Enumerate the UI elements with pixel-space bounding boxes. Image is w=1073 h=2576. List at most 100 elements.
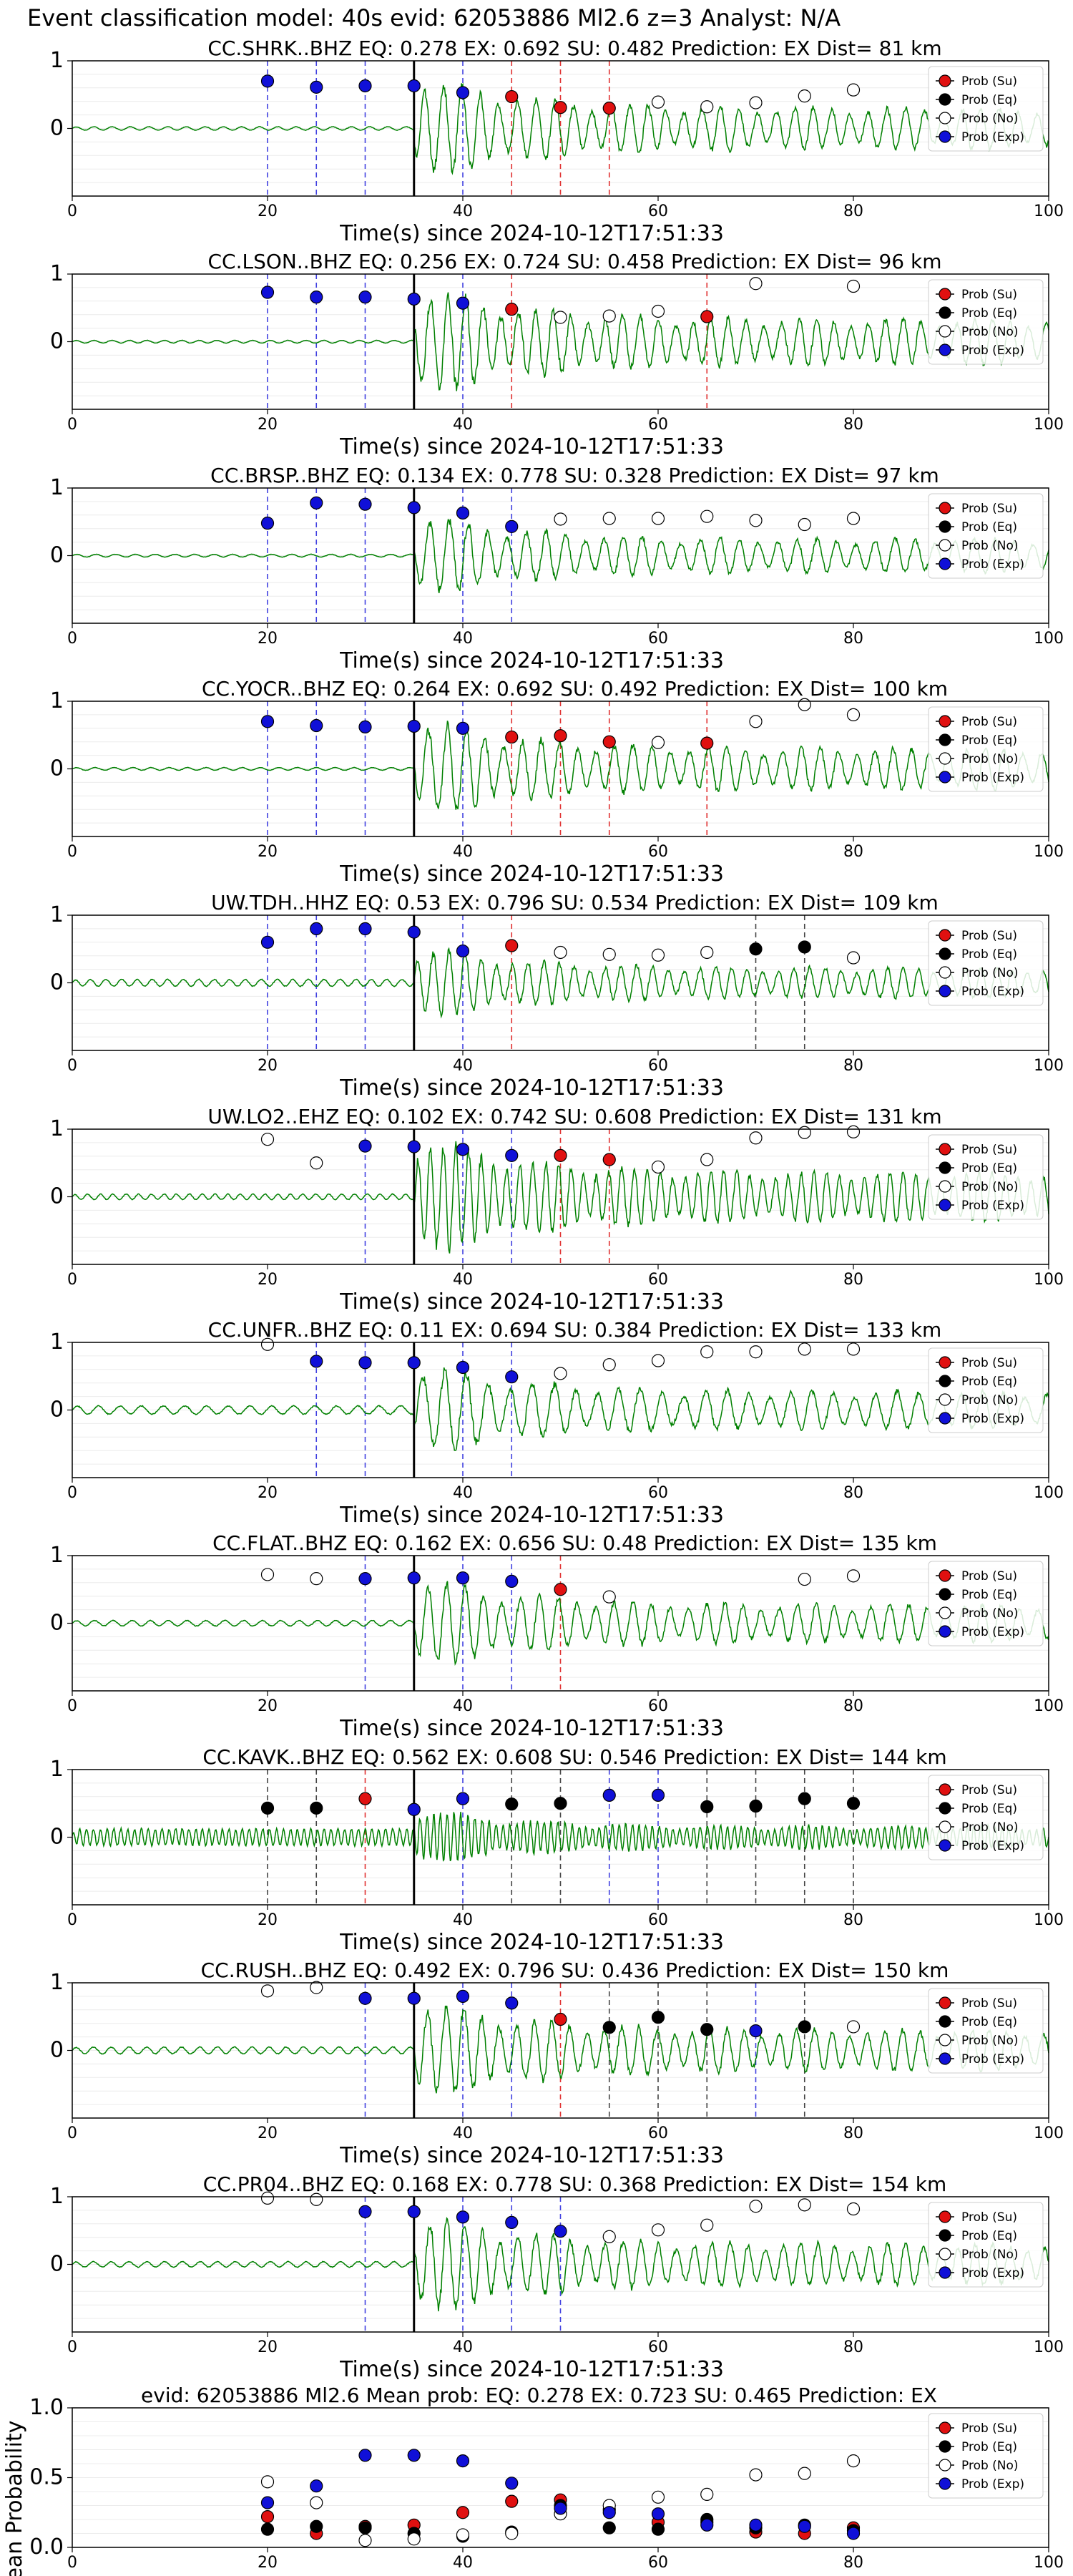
y-tick-label: 1.0: [29, 2395, 64, 2420]
legend-label: Prob (Exp): [961, 1199, 1024, 1213]
x-tick-label: 100: [1034, 630, 1064, 648]
prob-marker-no: [602, 2230, 616, 2243]
x-tick-label: 100: [1034, 2124, 1064, 2142]
prob-marker-no: [602, 1358, 616, 1372]
legend-label: Prob (Su): [961, 74, 1017, 89]
prob-marker-no: [798, 517, 811, 532]
y-tick-label: 1: [50, 261, 64, 286]
prob-marker-exp: [602, 1788, 616, 1802]
legend-label: Prob (No): [961, 1820, 1019, 1835]
legend-label: Prob (Su): [961, 929, 1017, 943]
prob-marker-no: [651, 512, 665, 525]
legend-label: Prob (No): [961, 2248, 1019, 2262]
prob-marker-no: [602, 1590, 616, 1604]
y-tick-label: 1: [50, 688, 64, 713]
prob-marker-su: [358, 1792, 372, 1805]
prob-marker-exp: [554, 2225, 567, 2238]
prob-marker-eq: [798, 2020, 811, 2034]
x-tick-label: 80: [843, 2554, 863, 2572]
legend-marker-exp: [939, 130, 951, 143]
seismogram-trace: [72, 1581, 1049, 1667]
y-axis-label: Mean Probability: [2, 2421, 27, 2576]
legend-marker-eq: [939, 520, 951, 533]
prob-marker-no: [798, 1572, 811, 1586]
prob-marker-su: [554, 101, 567, 114]
x-tick-label: 20: [258, 1911, 278, 1929]
legend-label: Prob (No): [961, 2459, 1019, 2473]
prob-marker-exp: [749, 2024, 763, 2038]
legend: [928, 279, 1044, 365]
prob-marker-exp: [505, 1574, 519, 1589]
prob-marker-no: [602, 309, 616, 323]
legend-label: Prob (No): [961, 539, 1019, 553]
x-tick-label: 0: [67, 630, 77, 648]
x-tick-label: 100: [1034, 1484, 1064, 1502]
legend: [928, 1988, 1044, 2074]
x-tick-label: 20: [258, 1271, 278, 1289]
x-axis-label: Time(s) since 2024-10-12T17:51:33: [339, 1503, 724, 1528]
legend: [928, 2202, 1044, 2288]
legend-marker-eq: [939, 2229, 951, 2242]
x-tick-label: 0: [67, 843, 77, 861]
prob-marker-no: [700, 1153, 714, 1166]
x-tick-label: 80: [843, 1057, 863, 1075]
x-tick-label: 60: [648, 2554, 668, 2572]
y-tick-label: 0: [50, 116, 64, 141]
prob-marker-exp: [407, 79, 421, 93]
legend-label: Prob (Exp): [961, 2052, 1024, 2067]
mean-prob-marker-no: [310, 2496, 323, 2509]
legend-marker-eq: [939, 1375, 951, 1387]
station-panel: CC.SHRK..BHZ EQ: 0.278 EX: 0.692 SU: 0.4…: [50, 36, 1064, 246]
prob-marker-exp: [310, 718, 323, 733]
x-tick-label: 80: [843, 843, 863, 861]
legend-label: Prob (No): [961, 1180, 1019, 1194]
prob-marker-eq: [310, 1801, 323, 1815]
prob-marker-no: [651, 1160, 665, 1174]
mean-prob-marker-eq: [310, 2519, 323, 2533]
x-tick-label: 40: [453, 630, 473, 648]
y-tick-label: 1: [50, 475, 64, 500]
mean-prob-marker-exp: [651, 2507, 665, 2521]
x-tick-label: 0: [67, 416, 77, 434]
legend-label: Prob (Eq): [961, 1588, 1017, 1602]
legend: [928, 706, 1044, 792]
prob-marker-su: [505, 89, 519, 104]
x-axis-label: Time(s) since 2024-10-12T17:51:33: [339, 2143, 724, 2168]
x-tick-label: 0: [67, 2124, 77, 2142]
seismogram-trace: [72, 721, 1049, 810]
prob-marker-no: [260, 1568, 275, 1581]
legend-marker-no: [939, 2459, 951, 2472]
seismogram-trace: [72, 2005, 1049, 2094]
x-tick-label: 80: [843, 2124, 863, 2142]
x-tick-label: 40: [453, 1484, 473, 1502]
mean-prob-marker-su: [456, 2506, 470, 2519]
prob-marker-su: [505, 730, 519, 744]
y-tick-label: 1: [50, 1330, 64, 1355]
x-axis-label: Time(s) since 2024-10-12T17:51:33: [339, 2357, 724, 2382]
x-tick-label: 100: [1034, 1697, 1064, 1715]
prob-marker-no: [700, 100, 714, 114]
prob-marker-exp: [358, 497, 372, 511]
x-tick-label: 100: [1034, 416, 1064, 434]
legend-marker-eq: [939, 93, 951, 106]
panel-title: CC.PR04..BHZ EQ: 0.168 EX: 0.778 SU: 0.3…: [203, 2172, 946, 2196]
panel-title: CC.LSON..BHZ EQ: 0.256 EX: 0.724 SU: 0.4…: [207, 250, 941, 273]
prob-marker-exp: [456, 944, 470, 958]
legend-marker-exp: [939, 771, 951, 784]
x-tick-label: 40: [453, 2124, 473, 2142]
mean-prob-marker-no: [798, 2467, 811, 2480]
legend: [928, 66, 1044, 152]
x-tick-label: 80: [843, 203, 863, 220]
y-tick-label: 1: [50, 48, 64, 73]
legend: [928, 1134, 1044, 1220]
prob-marker-no: [749, 96, 763, 109]
prob-marker-exp: [358, 720, 372, 734]
station-panel: UW.TDH..HHZ EQ: 0.53 EX: 0.796 SU: 0.534…: [50, 891, 1064, 1101]
y-tick-label: 0: [50, 1397, 64, 1423]
legend-label: Prob (Eq): [961, 947, 1017, 962]
prob-marker-exp: [407, 925, 421, 939]
mean-prob-marker-exp: [260, 2496, 275, 2509]
legend-marker-exp: [939, 1412, 951, 1425]
x-tick-label: 20: [258, 416, 278, 434]
mean-prob-marker-eq: [358, 2521, 372, 2534]
